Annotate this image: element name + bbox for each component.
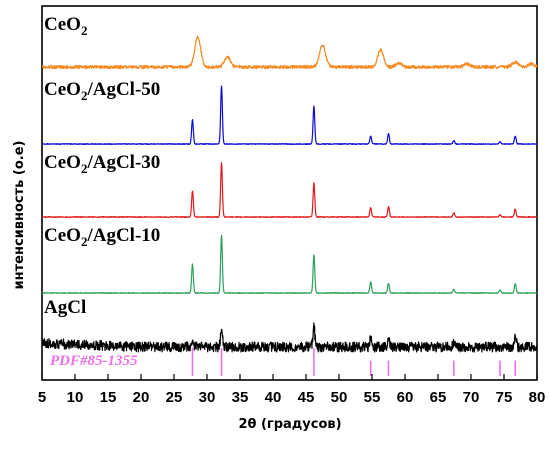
series-labels: CeO2 CeO2/AgCl-50 CeO2/AgCl-30 CeO2/AgCl-10… [44,14,160,318]
x-tick-label: 25 [166,389,183,406]
series-trace [41,322,538,353]
series-trace [41,162,538,218]
x-tick-label: 50 [331,389,348,406]
x-tick-label: 35 [232,389,249,406]
series-label: CeO2/AgCl-30 [44,152,160,176]
x-tick-label: 80 [529,389,546,406]
plot-frame [41,5,538,381]
y-axis-label: интенсивность (о.е) [12,141,27,290]
x-tick-label: 65 [430,389,447,406]
x-tick-label: 5 [38,389,46,406]
x-tick-label: 45 [298,389,315,406]
series-label: CeO2/AgCl-50 [44,79,160,103]
x-tick-label: 60 [397,389,414,406]
reference-layer: PDF#85-1355 [50,348,517,376]
x-axis-label: 2θ (градусов) [238,417,341,432]
reference-label: PDF#85-1355 [50,353,138,369]
x-tick-label: 40 [265,389,282,406]
x-tick-label: 30 [199,389,216,406]
series-trace [41,234,538,294]
x-tick-label: 70 [463,389,480,406]
series-trace [41,85,538,145]
x-tick-label: 10 [67,389,84,406]
series-trace [41,35,538,70]
series-label: AgCl [44,297,86,318]
x-axis-ticks: 5 10 15 20 25 30 35 40 45 50 55 60 65 70 75 80 [38,374,546,406]
series-label: CeO2 [44,14,87,38]
x-tick-label: 20 [133,389,150,406]
series-label: CeO2/AgCl-10 [44,225,160,249]
x-tick-label: 15 [100,389,117,406]
x-tick-label: 75 [496,389,513,406]
traces-layer [41,35,538,353]
x-tick-label: 55 [364,389,381,406]
